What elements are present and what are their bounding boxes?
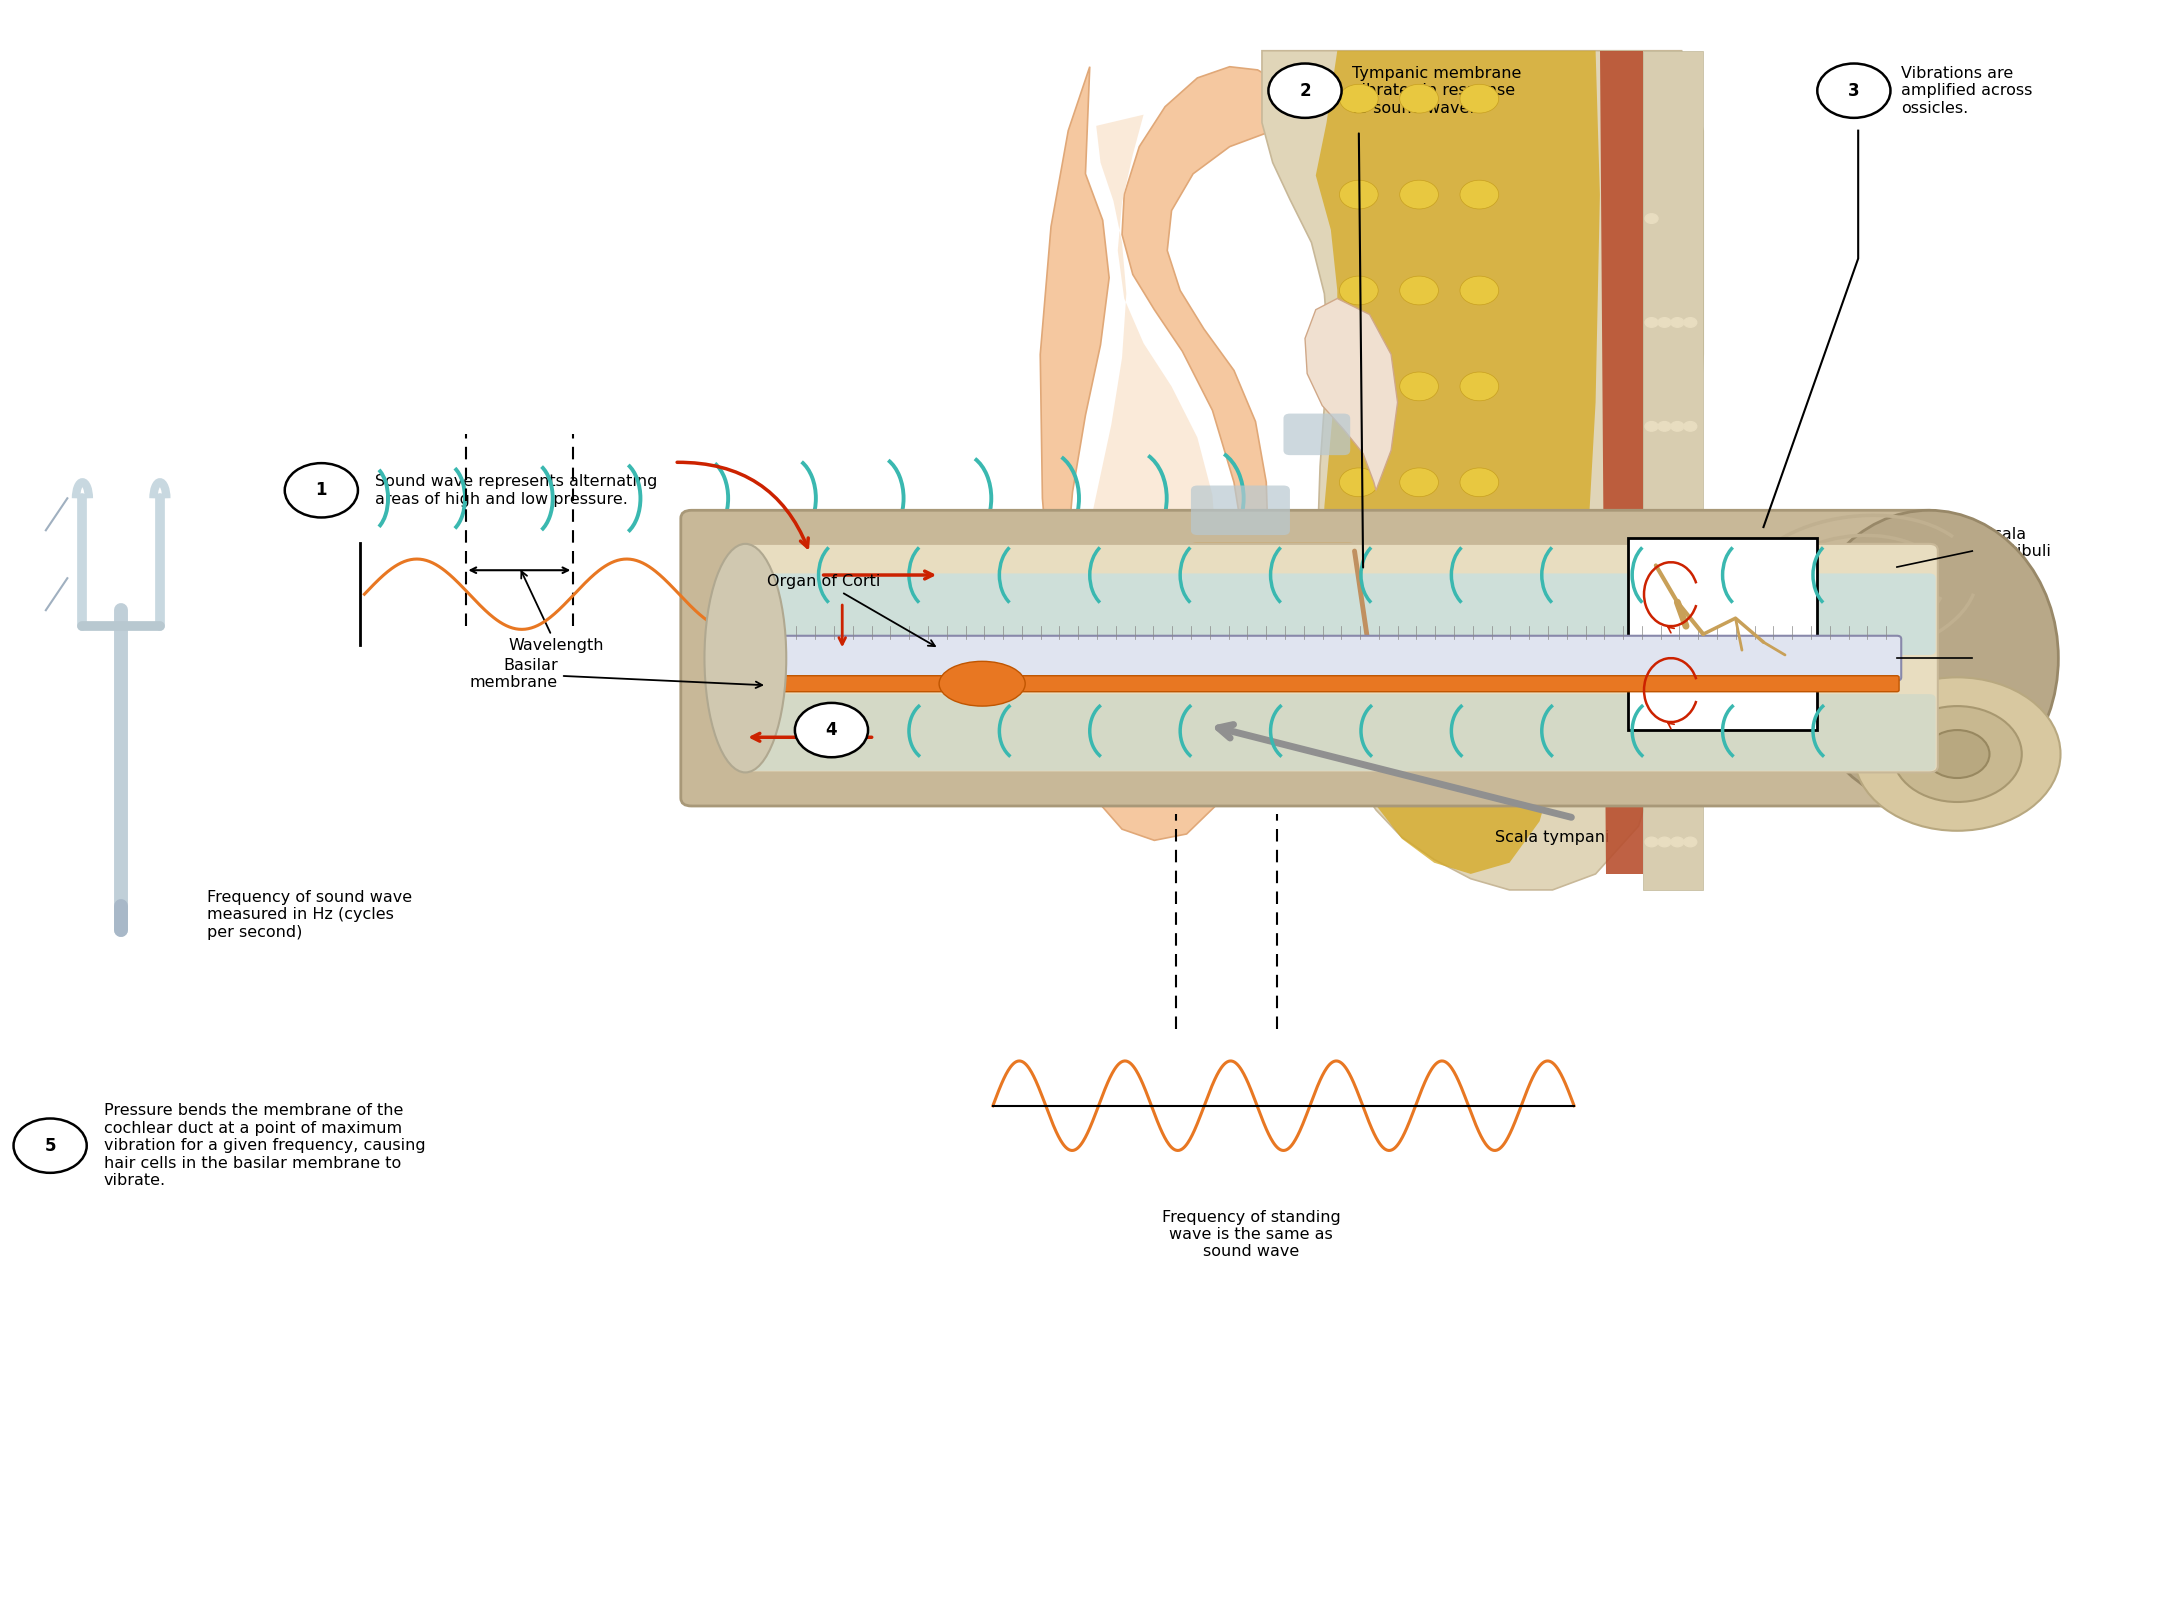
Text: Scala tympani: Scala tympani xyxy=(1495,829,1610,845)
Circle shape xyxy=(1461,85,1498,112)
Circle shape xyxy=(1340,659,1379,688)
Circle shape xyxy=(1925,730,1990,778)
Circle shape xyxy=(1461,372,1498,401)
Circle shape xyxy=(1657,629,1670,638)
Circle shape xyxy=(1683,837,1696,847)
Polygon shape xyxy=(1599,51,1642,874)
Circle shape xyxy=(1340,180,1379,209)
Text: 5: 5 xyxy=(45,1137,56,1155)
Circle shape xyxy=(1683,422,1696,431)
Text: Cochlear
duct: Cochlear duct xyxy=(1983,642,2054,674)
Circle shape xyxy=(1670,526,1683,536)
Circle shape xyxy=(1817,64,1890,117)
Polygon shape xyxy=(1306,298,1398,491)
Circle shape xyxy=(1401,565,1439,592)
Circle shape xyxy=(1644,526,1657,536)
Circle shape xyxy=(1401,276,1439,305)
Circle shape xyxy=(1670,422,1683,431)
Circle shape xyxy=(1461,180,1498,209)
Circle shape xyxy=(1657,422,1670,431)
Circle shape xyxy=(1401,180,1439,209)
Circle shape xyxy=(794,703,868,757)
Circle shape xyxy=(1644,318,1657,327)
Text: 3: 3 xyxy=(1847,82,1860,99)
Text: Wavelength: Wavelength xyxy=(509,571,604,653)
Circle shape xyxy=(1461,565,1498,592)
Circle shape xyxy=(1644,213,1657,223)
Text: Scala
vestibuli: Scala vestibuli xyxy=(1983,526,2050,560)
FancyBboxPatch shape xyxy=(736,544,1938,773)
Circle shape xyxy=(1340,85,1379,112)
Circle shape xyxy=(1657,733,1670,743)
Circle shape xyxy=(1340,276,1379,305)
FancyBboxPatch shape xyxy=(1191,486,1290,536)
Circle shape xyxy=(1461,468,1498,497)
FancyBboxPatch shape xyxy=(1284,414,1351,456)
Circle shape xyxy=(1893,706,2022,802)
FancyBboxPatch shape xyxy=(738,695,1936,772)
FancyBboxPatch shape xyxy=(1191,626,1290,670)
Ellipse shape xyxy=(939,661,1025,706)
Circle shape xyxy=(1401,659,1439,688)
Circle shape xyxy=(1670,318,1683,327)
Circle shape xyxy=(1401,468,1439,497)
Polygon shape xyxy=(1075,114,1217,722)
Circle shape xyxy=(1401,85,1439,112)
Circle shape xyxy=(1657,526,1670,536)
FancyBboxPatch shape xyxy=(1187,544,1360,661)
Circle shape xyxy=(1683,318,1696,327)
Circle shape xyxy=(1340,565,1379,592)
FancyBboxPatch shape xyxy=(762,635,1901,680)
Circle shape xyxy=(1461,659,1498,688)
Circle shape xyxy=(1340,755,1379,784)
FancyBboxPatch shape xyxy=(680,510,1940,805)
Circle shape xyxy=(1854,677,2061,831)
Text: Tympanic membrane
vibrates in response
to sound wave.: Tympanic membrane vibrates in response t… xyxy=(1353,66,1521,115)
Text: Vibrations against oval window set up standing
wave in fluid of vestibuli.: Vibrations against oval window set up st… xyxy=(878,714,1260,746)
Polygon shape xyxy=(1262,51,1703,890)
Ellipse shape xyxy=(1800,510,2059,805)
Circle shape xyxy=(1461,276,1498,305)
Text: Frequency of sound wave
measured in Hz (cycles
per second): Frequency of sound wave measured in Hz (… xyxy=(207,890,412,940)
FancyBboxPatch shape xyxy=(1284,661,1351,703)
Circle shape xyxy=(1269,64,1342,117)
Circle shape xyxy=(13,1118,86,1173)
FancyBboxPatch shape xyxy=(1627,539,1817,730)
Circle shape xyxy=(1670,837,1683,847)
Circle shape xyxy=(1683,526,1696,536)
Circle shape xyxy=(1644,733,1657,743)
Circle shape xyxy=(1401,755,1439,784)
Circle shape xyxy=(1461,755,1498,784)
Circle shape xyxy=(1670,629,1683,638)
Circle shape xyxy=(1644,837,1657,847)
Circle shape xyxy=(1340,372,1379,401)
Text: Basilar
membrane: Basilar membrane xyxy=(470,658,762,690)
Circle shape xyxy=(1657,837,1670,847)
Circle shape xyxy=(1657,318,1670,327)
Text: 2: 2 xyxy=(1299,82,1310,99)
Circle shape xyxy=(1670,733,1683,743)
Text: Vibrations are
amplified across
ossicles.: Vibrations are amplified across ossicles… xyxy=(1901,66,2033,115)
Circle shape xyxy=(1401,372,1439,401)
Polygon shape xyxy=(1040,67,1306,840)
FancyBboxPatch shape xyxy=(738,573,1936,654)
Text: Pressure bends the membrane of the
cochlear duct at a point of maximum
vibration: Pressure bends the membrane of the cochl… xyxy=(104,1104,425,1189)
FancyBboxPatch shape xyxy=(764,675,1899,691)
Text: Organ of Corti: Organ of Corti xyxy=(766,574,934,646)
Polygon shape xyxy=(1642,51,1703,890)
Text: 4: 4 xyxy=(827,722,837,739)
Ellipse shape xyxy=(704,544,786,773)
Polygon shape xyxy=(1316,51,1599,874)
Circle shape xyxy=(1644,629,1657,638)
Text: Frequency of standing
wave is the same as
sound wave: Frequency of standing wave is the same a… xyxy=(1161,1209,1340,1259)
Text: 1: 1 xyxy=(315,481,328,499)
Circle shape xyxy=(1340,468,1379,497)
Text: Sound wave represents alternating
areas of high and low pressure.: Sound wave represents alternating areas … xyxy=(375,475,658,507)
Circle shape xyxy=(1683,733,1696,743)
Circle shape xyxy=(285,464,358,518)
Circle shape xyxy=(1683,629,1696,638)
Circle shape xyxy=(1644,422,1657,431)
